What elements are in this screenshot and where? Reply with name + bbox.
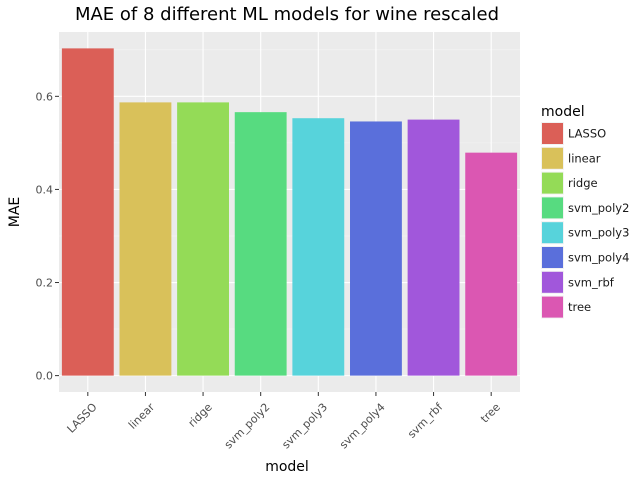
legend-swatch-ridge <box>542 172 563 194</box>
bar-svm_poly3 <box>292 118 345 376</box>
legend-title: model <box>541 104 585 120</box>
legend: model LASSO linear ridge svm_poly2 svm_poly3… <box>541 104 629 319</box>
bar-ridge <box>177 102 229 376</box>
x-tick-label: svm_poly3 <box>279 401 330 452</box>
legend-swatch-tree <box>542 296 563 318</box>
legend-swatch-svm_poly2 <box>542 197 563 219</box>
y-axis-ticks: 0.0 0.2 0.4 0.6 <box>36 90 59 383</box>
legend-label-svm_poly2: svm_poly2 <box>568 201 629 215</box>
legend-swatch-svm_poly4 <box>542 247 563 268</box>
bar-LASSO <box>61 48 114 376</box>
bar-svm_rbf <box>407 119 460 376</box>
x-axis-title: model <box>265 459 309 475</box>
x-tick-label: linear <box>126 400 158 432</box>
y-axis-title: MAE <box>7 197 23 228</box>
x-tick-label: ridge <box>186 400 215 429</box>
chart-title: MAE of 8 different ML models for wine re… <box>75 4 499 25</box>
x-tick-label: svm_poly2 <box>222 401 273 452</box>
x-tick-label: svm_rbf <box>405 400 446 441</box>
legend-swatch-svm_rbf <box>542 271 563 293</box>
x-tick-label: tree <box>478 400 503 425</box>
bars <box>61 48 518 376</box>
x-tick-label: LASSO <box>65 400 100 435</box>
legend-label-LASSO: LASSO <box>568 127 606 141</box>
x-tick-label: svm_poly4 <box>337 401 388 452</box>
legend-label-linear: linear <box>568 151 601 165</box>
y-tick-label: 0.6 <box>36 90 54 103</box>
y-tick-label: 0.0 <box>36 370 54 383</box>
legend-label-tree: tree <box>568 300 591 314</box>
y-tick-label: 0.2 <box>36 277 54 290</box>
x-axis-ticks: LASSO linear ridge svm_poly2 svm_poly3 svm_po… <box>65 392 503 452</box>
legend-label-ridge: ridge <box>568 176 598 190</box>
bar-svm_poly4 <box>350 121 402 376</box>
legend-swatch-linear <box>542 147 563 169</box>
bar-linear <box>119 102 172 376</box>
bar-svm_poly2 <box>234 112 287 376</box>
legend-label-svm_poly3: svm_poly3 <box>568 226 629 240</box>
legend-swatch-LASSO <box>542 123 563 144</box>
legend-swatch-svm_poly3 <box>542 222 563 244</box>
legend-label-svm_rbf: svm_rbf <box>568 275 615 289</box>
y-tick-label: 0.4 <box>36 183 54 196</box>
bar-tree <box>465 152 518 376</box>
legend-label-svm_poly4: svm_poly4 <box>568 251 629 265</box>
